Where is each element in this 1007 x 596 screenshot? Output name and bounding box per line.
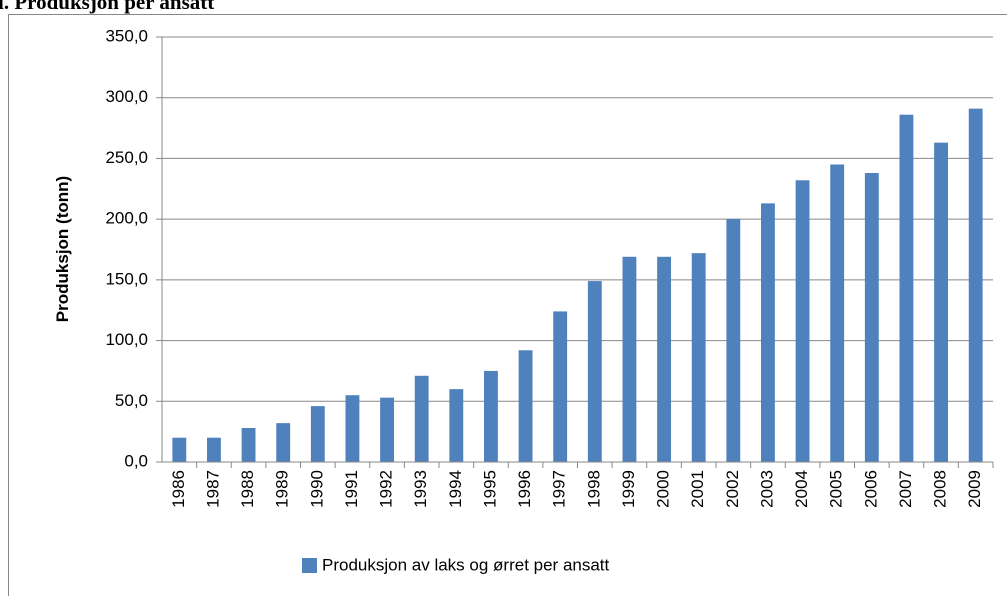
bar (864, 173, 879, 462)
bar (276, 423, 291, 462)
bar (449, 389, 464, 462)
chart-title: i. Produksjon per ansatt (0, 0, 214, 14)
y-tick-label: 200,0 (105, 209, 148, 228)
bar (484, 370, 498, 462)
bar (207, 437, 221, 462)
x-tick-label: 1987 (203, 470, 222, 508)
bar (345, 395, 360, 462)
bar (726, 219, 741, 462)
bar (172, 437, 187, 462)
bar (553, 311, 568, 462)
x-tick-label: 1992 (377, 470, 396, 508)
bar (968, 108, 983, 463)
x-tick-label: 1998 (584, 470, 603, 508)
x-tick-label: 1997 (550, 470, 569, 508)
legend-label: Produksjon av laks og ørret per ansatt (322, 555, 610, 574)
x-tick-label: 2009 (965, 470, 984, 508)
x-tick-label: 2005 (827, 470, 846, 508)
y-tick-label: 250,0 (105, 148, 148, 167)
bar (691, 253, 706, 462)
x-tick-label: 1999 (619, 470, 638, 508)
bar (622, 256, 637, 462)
y-tick-label: 300,0 (105, 87, 148, 106)
x-tick-label: 2002 (723, 470, 742, 508)
x-tick-label: 2004 (792, 470, 811, 508)
bar (899, 114, 914, 462)
bar (934, 142, 948, 462)
y-tick-label: 0,0 (124, 451, 148, 470)
bar (414, 375, 429, 462)
x-tick-label: 1991 (342, 470, 361, 508)
bar (380, 397, 394, 462)
x-tick-label: 1996 (515, 470, 534, 508)
x-tick-label: 2003 (757, 470, 776, 508)
bar (518, 350, 533, 462)
bar (241, 428, 256, 462)
bar (795, 180, 810, 463)
bar (657, 256, 671, 462)
x-tick-label: 1994 (446, 470, 465, 508)
legend-swatch (302, 558, 317, 573)
bar (830, 164, 845, 462)
bar (310, 406, 325, 462)
y-tick-label: 350,0 (105, 26, 148, 45)
chart-border (8, 14, 1007, 596)
x-tick-label: 1988 (238, 470, 257, 508)
y-tick-label: 150,0 (105, 269, 148, 288)
x-tick-label: 1986 (169, 470, 188, 508)
x-tick-label: 2000 (654, 470, 673, 508)
y-tick-label: 100,0 (105, 330, 148, 349)
bar (587, 281, 602, 462)
bar (761, 203, 775, 462)
y-axis-label: Produksjon (tonn) (53, 176, 72, 322)
y-tick-label: 50,0 (115, 391, 148, 410)
x-tick-label: 1995 (480, 470, 499, 508)
x-tick-label: 2007 (896, 470, 915, 508)
x-tick-label: 1989 (273, 470, 292, 508)
x-tick-label: 1990 (307, 470, 326, 508)
x-tick-label: 2008 (931, 470, 950, 508)
x-tick-label: 2001 (688, 470, 707, 508)
x-tick-label: 1993 (411, 470, 430, 508)
x-tick-label: 2006 (861, 470, 880, 508)
